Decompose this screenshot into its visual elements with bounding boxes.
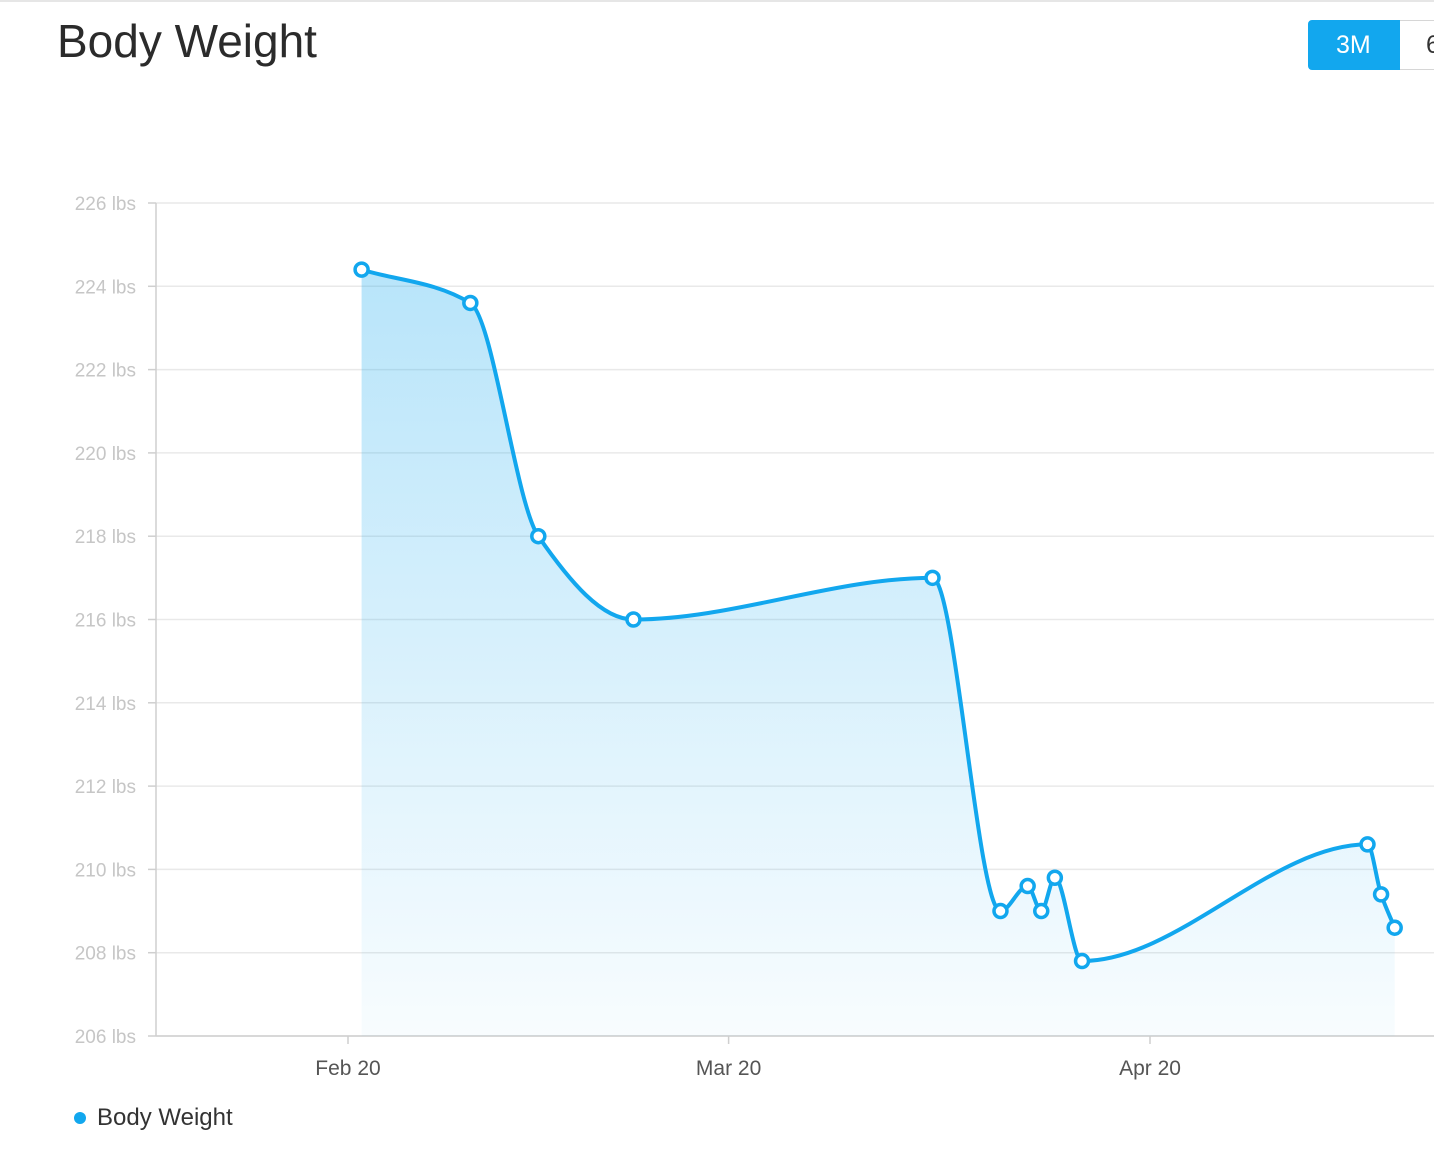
- data-point-02-21[interactable]: [353, 261, 370, 278]
- data-point-03-01[interactable]: [462, 294, 479, 312]
- data-point-04-04[interactable]: [924, 569, 941, 587]
- legend-label: Body Weight: [97, 1104, 233, 1131]
- data-point-04-15[interactable]: [1073, 952, 1091, 970]
- data-point-03-06[interactable]: [530, 527, 547, 545]
- data-point-05-07[interactable]: [1372, 886, 1390, 903]
- y-tick-label: 224 lbs: [75, 277, 136, 298]
- data-point-05-06[interactable]: [1359, 836, 1376, 853]
- top-divider: [0, 0, 1434, 2]
- range-selector: 3M 6M: [1308, 20, 1434, 72]
- data-point-03-13[interactable]: [625, 611, 642, 628]
- x-tick-label: Feb 20: [315, 1057, 380, 1080]
- body-weight-chart: 226 lbs 224 lbs 222 lbs 220 lbs 218 lbs 216 l…: [75, 194, 1434, 1080]
- y-tick-label: 218 lbs: [75, 527, 136, 548]
- y-tick-label: 220 lbs: [75, 444, 136, 465]
- range-6m-button[interactable]: 6M: [1400, 20, 1434, 70]
- y-tick-label: 206 lbs: [75, 1027, 136, 1048]
- data-point-05-08[interactable]: [1386, 919, 1403, 936]
- data-point-04-09[interactable]: [992, 902, 1009, 920]
- y-tick-label: 212 lbs: [75, 777, 136, 798]
- data-point-04-11[interactable]: [1019, 877, 1036, 895]
- y-tick-label: 226 lbs: [75, 194, 136, 215]
- y-axis-labels: 226 lbs 224 lbs 222 lbs 220 lbs 218 lbs 216 l…: [75, 194, 136, 1048]
- y-tick-label: 216 lbs: [75, 611, 136, 632]
- x-tick-label: Apr 20: [1119, 1057, 1181, 1080]
- data-point-04-13[interactable]: [1046, 869, 1064, 886]
- data-point-04-12[interactable]: [1033, 902, 1050, 920]
- page-title: Body Weight: [57, 15, 317, 67]
- series-area-fill: [361, 269, 1395, 1036]
- series-body-weight: [353, 261, 1403, 1036]
- x-axis-labels: Feb 20 Mar 20 Apr 20: [315, 1057, 1181, 1080]
- y-tick-label: 208 lbs: [75, 944, 136, 965]
- legend-marker: [74, 1112, 86, 1124]
- y-tick-label: 222 lbs: [75, 361, 136, 382]
- y-tick-label: 214 lbs: [75, 694, 136, 715]
- chart-legend[interactable]: Body Weight: [74, 1104, 233, 1132]
- range-3m-button[interactable]: 3M: [1308, 20, 1400, 70]
- x-tick-label: Mar 20: [696, 1057, 761, 1080]
- y-tick-label: 210 lbs: [75, 860, 136, 881]
